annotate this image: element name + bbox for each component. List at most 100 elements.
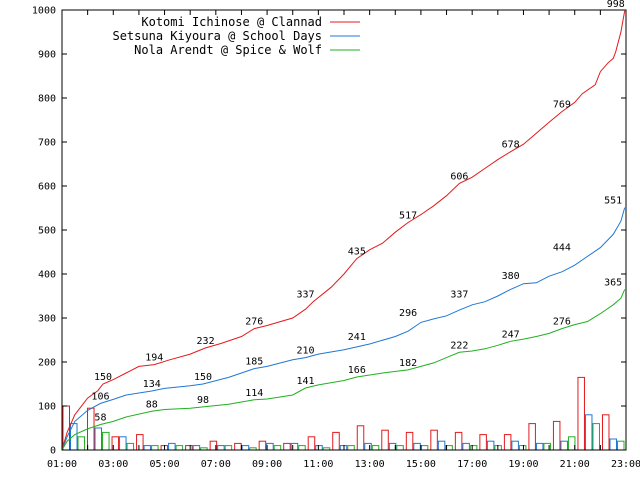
hourly-bar — [511, 440, 519, 451]
hourly-bar — [560, 440, 568, 451]
data-label: 337 — [297, 290, 315, 301]
hourly-bar — [258, 440, 267, 451]
hourly-bar — [143, 445, 152, 451]
hourly-bar — [364, 442, 372, 451]
data-label: 150 — [194, 372, 212, 383]
x-tick-label: 07:00 — [201, 459, 231, 470]
y-tick: 700 — [38, 138, 626, 149]
hourly-bar — [136, 434, 144, 451]
hourly-bar — [175, 445, 184, 451]
hourly-bar — [371, 445, 380, 451]
y-tick-label: 300 — [38, 314, 56, 325]
data-label: 276 — [553, 317, 571, 328]
x-tick-label: 23:00 — [611, 459, 640, 470]
data-label: 88 — [146, 399, 158, 410]
series-line — [61, 10, 626, 451]
hourly-bar — [518, 445, 527, 451]
hourly-bar — [217, 445, 225, 451]
series-line — [61, 207, 626, 451]
hourly-bar — [413, 442, 421, 451]
hourly-bar — [241, 445, 250, 451]
x-tick-label: 21:00 — [560, 459, 590, 470]
data-label: 141 — [297, 376, 315, 387]
y-tick: 800 — [38, 94, 626, 105]
hourly-bar — [479, 434, 487, 451]
hourly-bar — [552, 420, 561, 451]
hourly-bar — [126, 442, 135, 451]
y-tick: 0 — [50, 446, 626, 457]
hourly-bar — [356, 425, 365, 451]
x-tick-label: 03:00 — [98, 459, 128, 470]
data-label: 232 — [197, 336, 215, 347]
hourly-bar — [273, 445, 282, 451]
x-tick-label: 19:00 — [508, 459, 538, 470]
axes-layer: 0 100 200 300 400 500 600 700 800 900 1000 01:00 03:… — [32, 6, 640, 471]
data-label: 276 — [245, 317, 263, 328]
data-label: 185 — [245, 357, 263, 368]
data-label: 998 — [607, 0, 625, 10]
hourly-bar — [420, 445, 429, 451]
hourly-bar — [298, 445, 306, 451]
data-label: 150 — [94, 372, 112, 383]
hourly-bar — [430, 429, 438, 451]
data-label: 435 — [348, 247, 366, 258]
data-label: 517 — [399, 211, 417, 222]
data-label: 194 — [145, 353, 163, 364]
y-tick-label: 1000 — [32, 6, 56, 17]
data-label: 222 — [450, 340, 468, 351]
legend-label: Kotomi Ichinose @ Clannad — [141, 15, 322, 29]
y-tick: 300 — [38, 314, 626, 325]
y-tick: 400 — [38, 270, 626, 281]
data-label: 606 — [450, 171, 468, 182]
hourly-bar — [290, 442, 299, 451]
data-label: 678 — [502, 140, 520, 151]
data-label: 769 — [553, 100, 571, 111]
hourly-bar — [315, 445, 323, 451]
hourly-bar — [332, 431, 340, 451]
x-tick-label: 01:00 — [47, 459, 77, 470]
y-tick-label: 900 — [38, 50, 56, 61]
data-label: 210 — [297, 346, 315, 357]
data-label: 444 — [553, 243, 571, 254]
y-tick-label: 200 — [38, 358, 56, 369]
x-tick-label: 09:00 — [252, 459, 282, 470]
data-label: 551 — [604, 196, 622, 207]
hourly-bar — [567, 436, 576, 451]
data-label: 296 — [399, 308, 417, 319]
y-tick-label: 0 — [50, 446, 56, 457]
hourly-bar — [102, 431, 110, 451]
y-tick-label: 800 — [38, 94, 56, 105]
hourly-bar — [185, 445, 193, 451]
hourly-bar — [584, 414, 593, 451]
hourly-bar — [119, 436, 127, 451]
legend-label: Setsuna Kiyoura @ School Days — [112, 29, 322, 43]
x-tick-label: 05:00 — [149, 459, 179, 470]
hourly-bar — [168, 442, 176, 451]
hourly-bar — [503, 434, 512, 451]
hourly-bar — [283, 442, 291, 451]
legend-label: Nola Arendt @ Spice & Wolf — [134, 43, 322, 57]
y-tick-label: 400 — [38, 270, 56, 281]
cumulative-lines-layer — [61, 10, 626, 451]
y-tick: 100 — [38, 402, 626, 413]
hourly-bar — [577, 376, 585, 451]
data-label: 241 — [348, 332, 366, 343]
data-label: 337 — [450, 290, 468, 301]
x-tick-label: 15:00 — [406, 459, 436, 470]
data-label: 380 — [502, 271, 520, 282]
hourly-bar — [234, 442, 242, 451]
data-label: 58 — [94, 412, 106, 423]
hourly-bar — [381, 429, 389, 451]
hourly-bar — [405, 431, 414, 451]
y-tick: 500 — [38, 226, 626, 237]
x-tick-label: 17:00 — [457, 459, 487, 470]
hourly-bar — [307, 436, 316, 451]
y-tick-label: 700 — [38, 138, 56, 149]
hourly-bar — [347, 445, 355, 451]
hourly-bar — [592, 423, 600, 451]
y-tick: 1000 — [32, 6, 626, 17]
hourly-bar — [616, 440, 625, 451]
hourly-bar — [486, 440, 495, 451]
data-label: 182 — [399, 358, 417, 369]
